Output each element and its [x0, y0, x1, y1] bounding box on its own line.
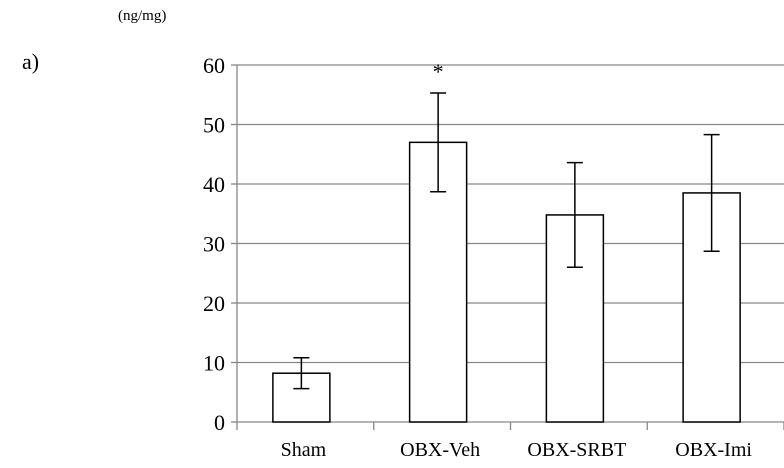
y-tick-label: 40: [203, 172, 225, 197]
y-tick-label: 30: [203, 232, 225, 257]
significance-marker: *: [433, 59, 444, 84]
x-tick-label: Sham: [281, 439, 327, 461]
y-axis-unit-label: (ng/mg): [118, 8, 167, 24]
y-tick-label: 0: [214, 410, 225, 435]
panel-label: a): [22, 49, 40, 74]
x-tick-label: OBX-SRBT: [527, 439, 626, 461]
y-tick-label: 20: [203, 291, 225, 316]
y-tick-label: 50: [203, 113, 225, 138]
y-tick-label: 60: [203, 53, 225, 78]
y-tick-label: 10: [203, 351, 225, 376]
x-tick-label: OBX-Imi: [675, 439, 752, 461]
x-tick-label: OBX-Veh: [400, 439, 480, 461]
